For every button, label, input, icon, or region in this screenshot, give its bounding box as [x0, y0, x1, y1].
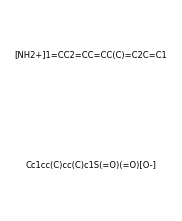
Text: [NH2+]1=CC2=CC=CC(C)=C2C=C1: [NH2+]1=CC2=CC=CC(C)=C2C=C1	[15, 51, 167, 60]
Text: Cc1cc(C)cc(C)c1S(=O)(=O)[O-]: Cc1cc(C)cc(C)c1S(=O)(=O)[O-]	[25, 161, 157, 170]
